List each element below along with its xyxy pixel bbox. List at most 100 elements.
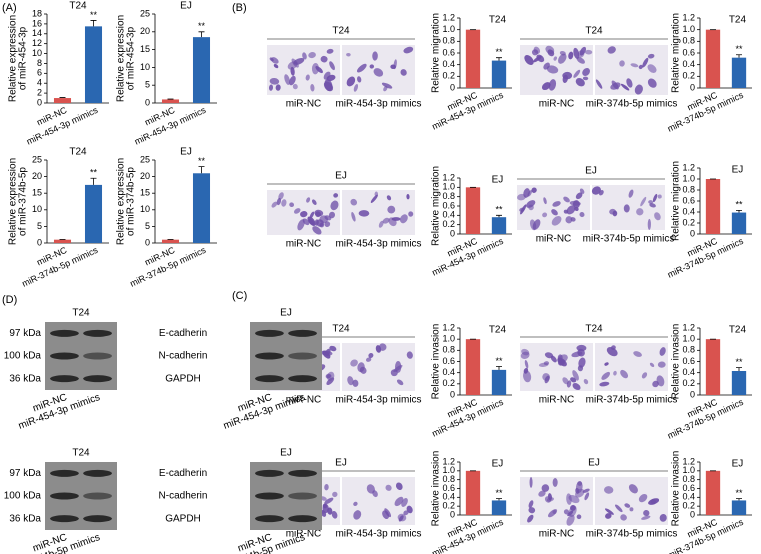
cell: [397, 513, 407, 522]
y-axis-label: Relative migration: [431, 166, 442, 246]
cell: [276, 197, 282, 206]
micrograph-title: T24: [585, 324, 603, 335]
cell: [657, 361, 666, 368]
cell: [542, 212, 548, 218]
y-tick-label: 0.4: [442, 59, 455, 69]
cell: [368, 353, 374, 358]
marker-label: 36 kDa: [9, 373, 41, 384]
cell: [328, 211, 336, 219]
cell: [527, 514, 534, 523]
cell: [579, 212, 585, 218]
band: [50, 492, 79, 500]
bar: [731, 370, 747, 395]
cell: [551, 216, 562, 226]
cell: [384, 508, 392, 518]
cell: [541, 484, 550, 492]
cell: [310, 83, 315, 92]
cell: [551, 209, 558, 216]
y-tick-label: 0.8: [442, 36, 455, 46]
cell: [643, 510, 650, 517]
y-tick-label: 0.2: [442, 501, 455, 511]
chart-title: EJ: [180, 147, 192, 158]
cell: [578, 357, 586, 368]
y-tick-label: 1.2: [442, 172, 455, 182]
band: [255, 492, 284, 500]
cell: [531, 187, 537, 193]
y-tick-label: 10: [32, 204, 42, 214]
micrograph-label: miR-NC: [286, 239, 322, 250]
cell: [374, 191, 379, 197]
micrograph-label: miR-NC: [286, 529, 322, 540]
cell: [332, 491, 338, 498]
cell: [552, 510, 557, 515]
chart-title: T24: [489, 15, 507, 26]
cell: [529, 477, 533, 488]
y-tick-label: 15: [32, 188, 42, 198]
y-tick-label: 25: [140, 154, 150, 164]
protein-label: GAPDH: [165, 373, 201, 384]
micrograph-label: miR-374b-5p mimics: [586, 99, 678, 110]
y-tick-label: 0.8: [682, 36, 695, 46]
cell: [306, 197, 311, 203]
cell: [641, 515, 651, 520]
cell: [387, 205, 396, 214]
micrograph-label: miR-454-3p mimics: [335, 529, 421, 540]
band: [255, 375, 284, 383]
band: [255, 329, 284, 337]
y-axis-label: Relative invasion: [431, 324, 442, 400]
cell: [396, 379, 404, 386]
micrograph-label: miR-NC: [286, 99, 322, 110]
cell: [329, 345, 337, 352]
y-tick-label: 2: [37, 87, 42, 97]
y-tick-label: 0.2: [442, 71, 455, 81]
y-tick-label: 1.2: [442, 322, 455, 332]
y-tick-label: 0: [450, 82, 455, 92]
significance: **: [495, 488, 503, 498]
cell: [584, 492, 590, 501]
cell: [365, 357, 372, 362]
cell: [353, 510, 362, 520]
cell: [528, 204, 534, 211]
y-axis-label: Relative expression: [116, 158, 127, 245]
bar: [161, 239, 180, 243]
y-tick-label: 0.2: [682, 71, 695, 81]
panel-label: (D): [2, 294, 17, 306]
micrograph-label: miR-NC: [539, 99, 575, 110]
cell: [356, 63, 367, 73]
y-tick-label: 20: [32, 171, 42, 181]
cell: [519, 207, 525, 212]
cell: [359, 366, 367, 374]
bar: [84, 26, 103, 103]
cell: [579, 46, 587, 56]
band: [288, 515, 317, 523]
cell: [319, 215, 329, 224]
micrograph-title: EJ: [335, 458, 347, 469]
band: [288, 352, 317, 360]
y-tick-label: 1.0: [682, 465, 695, 475]
cell: [584, 49, 593, 55]
blot-title: T24: [72, 308, 90, 319]
y-tick-label: 0.6: [682, 195, 695, 205]
cell: [604, 508, 614, 515]
error-bar: [198, 31, 205, 38]
cell: [297, 219, 305, 231]
cell: [568, 494, 580, 504]
y-axis-label: of miR-454-3p: [18, 26, 29, 90]
band: [83, 352, 112, 360]
cell: [657, 194, 662, 199]
cell: [394, 496, 404, 507]
error-bar: [736, 209, 742, 213]
micrograph-label: miR-454-3p mimics: [335, 99, 421, 110]
cell: [553, 56, 557, 61]
cell: [275, 84, 281, 91]
protein-label: N-cadherin: [159, 491, 208, 502]
cell: [647, 218, 651, 230]
cell: [308, 218, 315, 225]
bar: [491, 369, 507, 395]
cell: [638, 493, 648, 503]
y-tick-label: 0: [450, 509, 455, 519]
cell: [352, 379, 359, 387]
error-bar: [736, 367, 742, 371]
cell: [552, 201, 561, 207]
cell: [278, 192, 284, 200]
